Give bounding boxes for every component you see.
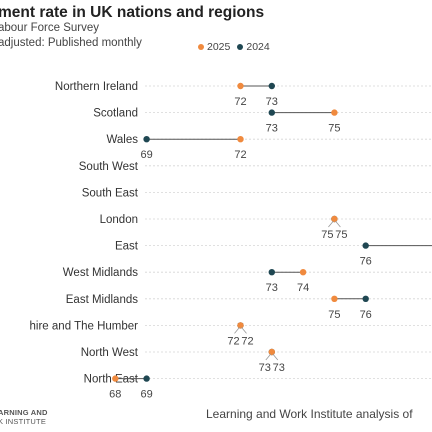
category-label-london: London bbox=[100, 214, 138, 226]
legend: 2025 2024 bbox=[198, 41, 277, 53]
value-label-2025-wales: 72 bbox=[234, 149, 246, 161]
category-label-wales: Wales bbox=[106, 134, 138, 146]
category-label-scotland: Scotland bbox=[93, 108, 138, 120]
leader-left-north-west bbox=[265, 353, 272, 361]
chart-subtitle-source: abour Force Survey bbox=[0, 22, 99, 34]
legend-swatch-2025 bbox=[198, 44, 204, 50]
legend-item-2024: 2024 bbox=[237, 41, 270, 53]
logo-line-1: ARNING AND bbox=[0, 408, 48, 417]
value-label-left-london: 75 bbox=[321, 229, 333, 241]
value-label-left-north-west: 73 bbox=[259, 362, 271, 374]
source-note: Learning and Work Institute analysis of bbox=[206, 407, 413, 421]
dot-2024-east-midlands bbox=[362, 295, 369, 302]
leader-right-north-west bbox=[272, 353, 279, 361]
chart-title: ment rate in UK nations and regions bbox=[0, 4, 265, 21]
value-label-2025-northern-ireland: 72 bbox=[234, 96, 246, 108]
category-label-hire-and-the-humber: hire and The Humber bbox=[30, 320, 139, 332]
category-label-south-west: South West bbox=[79, 161, 139, 173]
value-label-2024-scotland: 73 bbox=[266, 123, 278, 135]
value-label-2024-east: 76 bbox=[360, 256, 372, 268]
logo-line-2: K INSTITUTE bbox=[0, 417, 47, 426]
value-label-2024-wales: 69 bbox=[140, 149, 152, 161]
dot-2024-wales bbox=[143, 136, 150, 143]
chart-subtitle-adjustment: adjusted: Published monthly bbox=[0, 37, 142, 49]
category-label-east-midlands: East Midlands bbox=[66, 294, 138, 306]
logo: ARNING AND K INSTITUTE bbox=[0, 408, 48, 426]
value-label-right-north-west: 73 bbox=[273, 362, 285, 374]
dot-2025-west-midlands bbox=[299, 269, 307, 276]
category-label-west-midlands: West Midlands bbox=[63, 267, 138, 279]
leader-left-london bbox=[328, 220, 334, 228]
value-label-left-hire-and-the-humber: 72 bbox=[227, 335, 239, 347]
category-label-east: East bbox=[115, 241, 139, 253]
value-label-2025-scotland: 75 bbox=[328, 123, 340, 135]
dot-2024-northern-ireland bbox=[268, 82, 275, 90]
dot-2024-scotland bbox=[268, 109, 275, 116]
dot-2025-north-west bbox=[268, 348, 275, 356]
value-label-2024-northern-ireland: 73 bbox=[266, 96, 278, 108]
dot-2025-northern-ireland bbox=[237, 82, 244, 90]
dot-2024-west-midlands bbox=[268, 269, 275, 276]
leader-right-london bbox=[335, 220, 341, 228]
value-label-2025-east-midlands: 75 bbox=[328, 309, 340, 321]
category-label-northern-ireland: Northern Ireland bbox=[55, 81, 138, 93]
legend-swatch-2024 bbox=[237, 44, 244, 50]
dot-2025-london bbox=[331, 215, 338, 223]
dot-2024-north-east bbox=[143, 375, 150, 382]
legend-label-2024: 2024 bbox=[246, 41, 270, 53]
dot-2024-east bbox=[362, 242, 369, 249]
legend-label-2025: 2025 bbox=[207, 41, 231, 53]
value-label-2024-east-midlands: 76 bbox=[360, 309, 372, 321]
value-label-2024-west-midlands: 73 bbox=[266, 282, 278, 294]
value-label-2025-north-east: 68 bbox=[109, 389, 121, 401]
dot-2025-east-midlands bbox=[331, 295, 338, 302]
category-label-north-east: North East bbox=[84, 374, 139, 386]
dot-2025-hire-and-the-humber bbox=[237, 322, 244, 329]
value-label-2025-west-midlands: 74 bbox=[297, 282, 309, 294]
value-label-right-london: 75 bbox=[335, 229, 347, 241]
value-label-2024-north-east: 69 bbox=[140, 389, 152, 401]
leader-right-hire-and-the-humber bbox=[241, 327, 247, 334]
dot-2025-wales bbox=[237, 136, 244, 143]
category-label-north-west: North West bbox=[81, 347, 139, 359]
value-label-right-hire-and-the-humber: 72 bbox=[241, 335, 253, 347]
leader-left-hire-and-the-humber bbox=[234, 327, 240, 334]
legend-item-2025: 2025 bbox=[198, 41, 230, 53]
dot-2025-north-east bbox=[112, 375, 119, 382]
category-label-south-east: South East bbox=[82, 187, 139, 199]
dot-2025-scotland bbox=[331, 109, 338, 116]
